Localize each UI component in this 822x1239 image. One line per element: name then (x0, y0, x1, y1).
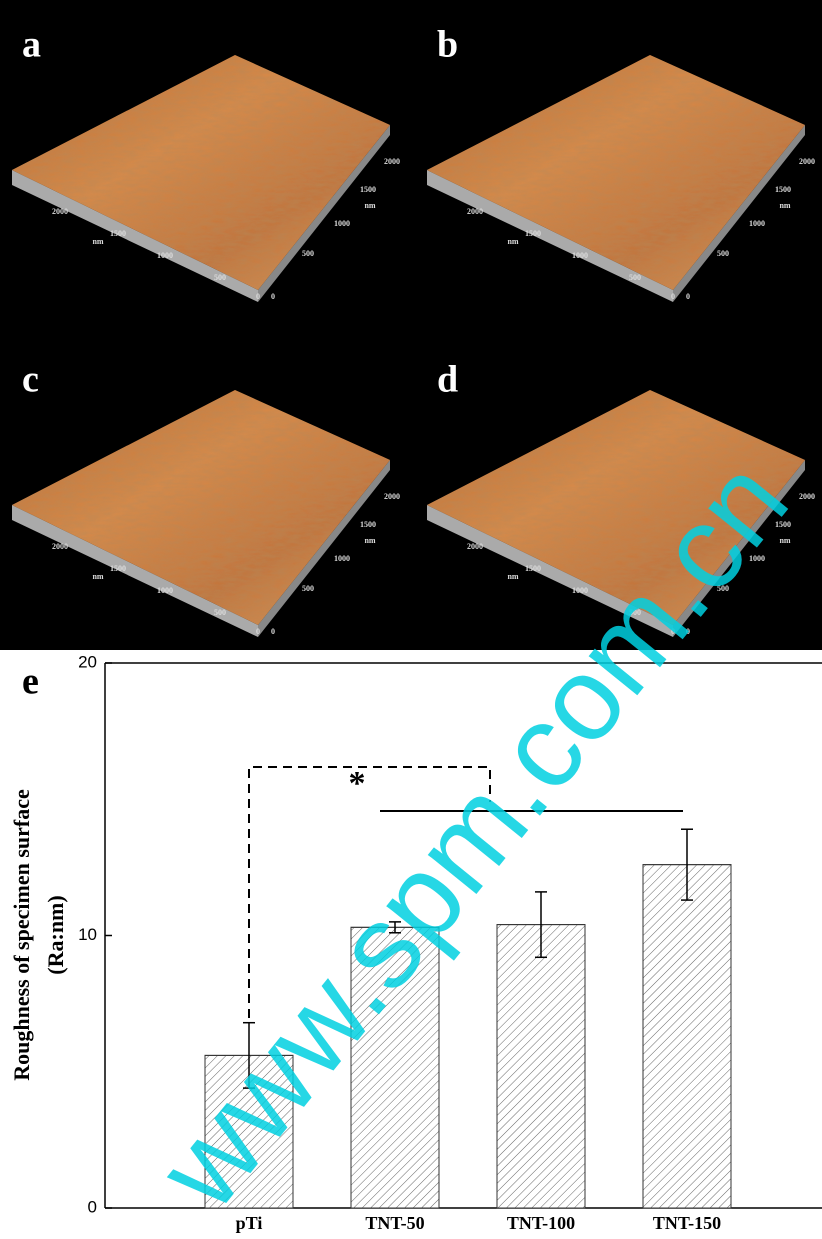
afm-axis-label: 0 (271, 627, 275, 636)
bar-group (497, 925, 585, 1208)
afm-axis-label: nm (779, 201, 790, 210)
x-tick-label: TNT-150 (653, 1213, 721, 1233)
afm-axis-label: 1500 (110, 564, 126, 573)
afm-axis-label: 0 (686, 292, 690, 301)
y-tick-label: 10 (78, 925, 97, 944)
page: a20001500nm1000500005001000nm15002000b20… (0, 0, 822, 1239)
afm-axis-label: 1500 (525, 564, 541, 573)
panel-label: e (22, 661, 39, 703)
afm-axis-label: 2000 (467, 542, 483, 551)
afm-axis-label: 1500 (360, 185, 376, 194)
afm-axis-label: nm (364, 536, 375, 545)
afm-axis-label: nm (364, 201, 375, 210)
afm-axis-label: 500 (302, 249, 314, 258)
y-axis-title: Roughness of specimen surface (9, 789, 34, 1081)
afm-axis-label: 1000 (157, 586, 173, 595)
afm-axis-label: 1500 (360, 520, 376, 529)
afm-axis-label: 1000 (572, 251, 588, 260)
afm-axis-label: 500 (214, 608, 226, 617)
panel-label: b (437, 24, 458, 66)
afm-axis-label: 0 (671, 292, 675, 301)
panel-label: a (22, 24, 41, 66)
afm-axis-label: 500 (302, 584, 314, 593)
afm-axis-label: 1500 (525, 229, 541, 238)
afm-axis-label: 2000 (384, 157, 400, 166)
y-tick-label: 0 (88, 1197, 97, 1216)
afm-axis-label: 1000 (334, 554, 350, 563)
afm-axis-label: 0 (256, 292, 260, 301)
afm-axis-label: 500 (214, 273, 226, 282)
afm-axis-label: 2000 (799, 492, 815, 501)
bar-hatch (497, 925, 585, 1208)
annotation: * (349, 765, 366, 802)
afm-axis-label: 1500 (775, 185, 791, 194)
bar-group (643, 865, 731, 1208)
afm-axis-label: 500 (629, 273, 641, 282)
afm-axis-label: 2000 (799, 157, 815, 166)
afm-axis-label: nm (507, 237, 518, 246)
afm-axis-label: 2000 (52, 542, 68, 551)
x-tick-label: TNT-50 (365, 1213, 424, 1233)
afm-axis-label: nm (92, 572, 103, 581)
afm-axis-label: 500 (717, 249, 729, 258)
afm-axis-label: nm (507, 572, 518, 581)
panel-label: c (22, 359, 39, 401)
afm-axis-label: 2000 (52, 207, 68, 216)
afm-axis-label: 1000 (157, 251, 173, 260)
y-axis-title: (Ra:nm) (43, 895, 68, 974)
panel-label: d (437, 359, 458, 401)
afm-axis-label: 0 (256, 627, 260, 636)
bar-hatch (643, 865, 731, 1208)
afm-axis-label: nm (92, 237, 103, 246)
figure: a20001500nm1000500005001000nm15002000b20… (0, 0, 822, 1239)
y-tick-label: 20 (78, 652, 97, 671)
afm-axis-label: 1000 (334, 219, 350, 228)
afm-axis-label: 2000 (467, 207, 483, 216)
afm-axis-label: 1000 (749, 219, 765, 228)
afm-axis-label: 0 (271, 292, 275, 301)
afm-axis-label: 1500 (110, 229, 126, 238)
x-tick-label: TNT-100 (507, 1213, 575, 1233)
afm-axis-label: 2000 (384, 492, 400, 501)
